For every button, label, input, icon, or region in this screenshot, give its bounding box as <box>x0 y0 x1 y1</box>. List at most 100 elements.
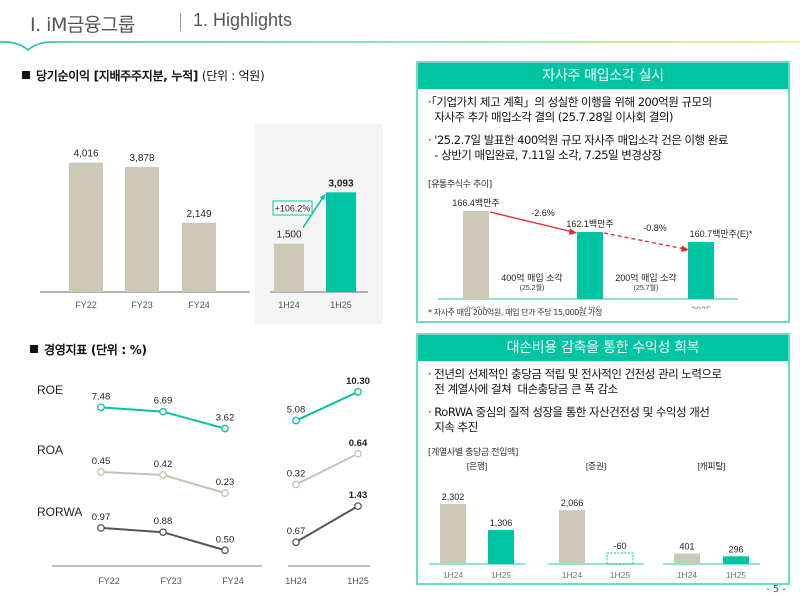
point-ROE <box>97 403 105 412</box>
metric-label-ROE: ROE <box>37 383 63 397</box>
buyback-title: 자사주 매입소각 실시 <box>418 63 788 89</box>
bar-1H24 <box>674 553 700 564</box>
bullet-line: 자사주 추가 매입소각 결의 (25.7.28일 이사회 결의) <box>428 110 673 124</box>
point-value-label: 0.45 <box>92 456 111 467</box>
bar-value-label: 4,016 <box>73 149 98 160</box>
growth-arrow-icon <box>319 194 325 201</box>
x-tick-label: 1H25 <box>726 570 747 580</box>
change-arrow-1 <box>489 211 574 233</box>
bar-value-label: 1,306 <box>490 518 513 528</box>
line-RORWA-half <box>295 505 359 544</box>
point-RORWA <box>97 524 105 532</box>
point-value-label: 7.48 <box>92 391 111 402</box>
bar-value-label: 3,878 <box>129 153 154 164</box>
x-tick-label: 1H25 <box>579 305 601 309</box>
point-ROA <box>354 449 362 458</box>
bar-value-label: 162.1백만주 <box>566 219 613 229</box>
section-title: Ⅰ. iM금융그룹 <box>30 14 135 36</box>
metric-label-RORWA: RORWA <box>37 505 82 519</box>
point-value-label: 0.67 <box>287 526 306 537</box>
bar-value-label: 296 <box>728 544 743 554</box>
point-ROE <box>159 407 167 416</box>
bar-value-label: -60 <box>613 541 626 551</box>
point-ROE <box>354 387 362 396</box>
metrics-unit: (단위 : %) <box>90 343 147 357</box>
bullet-line: 전 계열사에 걸쳐 대손충당금 큰 폭 감소 <box>428 382 618 396</box>
metric-label-ROA: ROA <box>37 443 63 457</box>
header-rule <box>0 41 800 52</box>
bar-value-label: 160.7백만주(E)* <box>690 229 753 239</box>
x-tick-label: 1H25 <box>330 300 352 310</box>
bar-1H25 <box>326 192 356 292</box>
x-tick-label: 1H24 <box>562 570 583 580</box>
growth-arrow-line <box>302 193 326 229</box>
x-tick-label: FY24 <box>188 300 210 310</box>
bar-1H24 <box>274 243 304 292</box>
point-value-label: 6.69 <box>154 396 173 407</box>
bar-value-label: 3,093 <box>328 178 353 189</box>
bar-FY23 <box>125 167 159 292</box>
provision-panel: 대손비용 감축을 통한 수익성 회복 · 전년의 선제적인 충당금 적립 및 전… <box>416 333 790 585</box>
group-label: [은행] <box>467 461 487 471</box>
x-tick-label: FY24 <box>222 576 244 586</box>
square-bullet-icon <box>30 345 38 353</box>
metrics-heading: 경영지표 (단위 : %) <box>30 341 147 358</box>
x-tick-label: 1H24 <box>443 570 464 580</box>
buyback-panel: 자사주 매입소각 실시 ·「기업가치 제고 계획」의 성실한 이행을 위해 20… <box>416 61 790 323</box>
point-ROE <box>221 424 229 433</box>
point-value-label: 0.50 <box>216 534 235 545</box>
bar-1H24 <box>440 504 466 564</box>
point-RORWA <box>292 538 300 547</box>
point-RORWA <box>159 528 167 537</box>
point-ROA <box>97 468 105 476</box>
point-value-label: 0.88 <box>154 516 173 527</box>
square-bullet-icon <box>22 71 30 79</box>
x-tick-label: 1H25 <box>347 576 369 586</box>
provision-chart-caption: [계열사별 충당금 전입액] <box>428 448 518 458</box>
x-tick-label: FY22 <box>98 576 120 586</box>
provision-bullet-1: · 전년의 선제적인 충당금 적립 및 전사적인 건전성 관리 노력으로 전 계… <box>428 367 722 397</box>
metrics-chart: ROE ROA RORWA 7.48 6.69 3.62 5.08 10.30 0.45 0.42… <box>37 376 370 586</box>
point-ROA <box>159 471 167 479</box>
page-number: - 5 - <box>766 584 786 595</box>
bullet-line: · RoRWA 중심의 질적 성장을 통한 자산건전성 및 수익성 개선 <box>428 405 710 419</box>
provision-chart: [은행] 2,302 1H24 1,306 1H25 [증권] 2,066 1H24 -60 1H… <box>429 461 760 580</box>
x-tick-label: FY23 <box>131 300 153 310</box>
bar-FY24 <box>182 222 216 292</box>
x-tick-label: FY23 <box>160 576 182 586</box>
line-ROE-half <box>295 390 359 422</box>
net-income-title: 당기순이익 [지배주주지분, 누적] <box>36 69 199 83</box>
x-tick-label: 2024 <box>466 305 486 309</box>
provision-title: 대손비용 감축을 통한 수익성 회복 <box>418 335 788 361</box>
growth-label: +106.2% <box>275 204 311 214</box>
x-tick-label: 1H24 <box>677 570 698 580</box>
growth-badge <box>272 200 313 216</box>
point-ROA <box>292 480 300 489</box>
change-label: -0.8% <box>643 223 667 233</box>
point-ROA <box>221 489 229 497</box>
bar-value-label: 2,066 <box>561 498 584 508</box>
arrow-head-icon <box>569 228 577 235</box>
x-tick-label: FY22 <box>75 300 97 310</box>
bar-value-label: 2,302 <box>442 492 465 502</box>
annotation-sub: (25.7월) <box>634 283 659 292</box>
point-value-label: 0.23 <box>216 477 235 488</box>
point-ROE <box>292 416 300 425</box>
point-value-label: 0.32 <box>287 468 306 479</box>
metrics-title: 경영지표 <box>44 343 87 357</box>
net-income-heading: 당기순이익 [지배주주지분, 누적] (단위 : 억원) <box>22 67 265 84</box>
bar-FY22 <box>69 162 103 292</box>
bar-value-label: 1,500 <box>276 230 301 241</box>
group-label: [증권] <box>586 461 606 471</box>
arrow-head-icon <box>681 245 689 252</box>
shares-chart-caption: [유통주식수 추이] <box>428 180 492 190</box>
header-divider <box>180 13 181 31</box>
point-value-label: 3.62 <box>216 413 235 424</box>
shares-chart: 166.4백만주 2024 162.1백만주 1H25 160.7백만주(E)* 2025… <box>438 198 753 309</box>
group-label: [캐피탈] <box>697 461 725 471</box>
x-tick-label: 2025 <box>691 305 711 309</box>
bar-value-label: 2,149 <box>186 209 211 220</box>
annotation-main: 200억 매입 소각 <box>615 272 676 283</box>
buyback-footnote: * 자사주 매입 200억원, 매입 단가 주당 15,000원 가정 <box>428 308 602 317</box>
buyback-bullet-2: · '25.2.7일 발표한 400억원 규모 자사주 매입소각 건은 이행 완… <box>428 133 728 163</box>
